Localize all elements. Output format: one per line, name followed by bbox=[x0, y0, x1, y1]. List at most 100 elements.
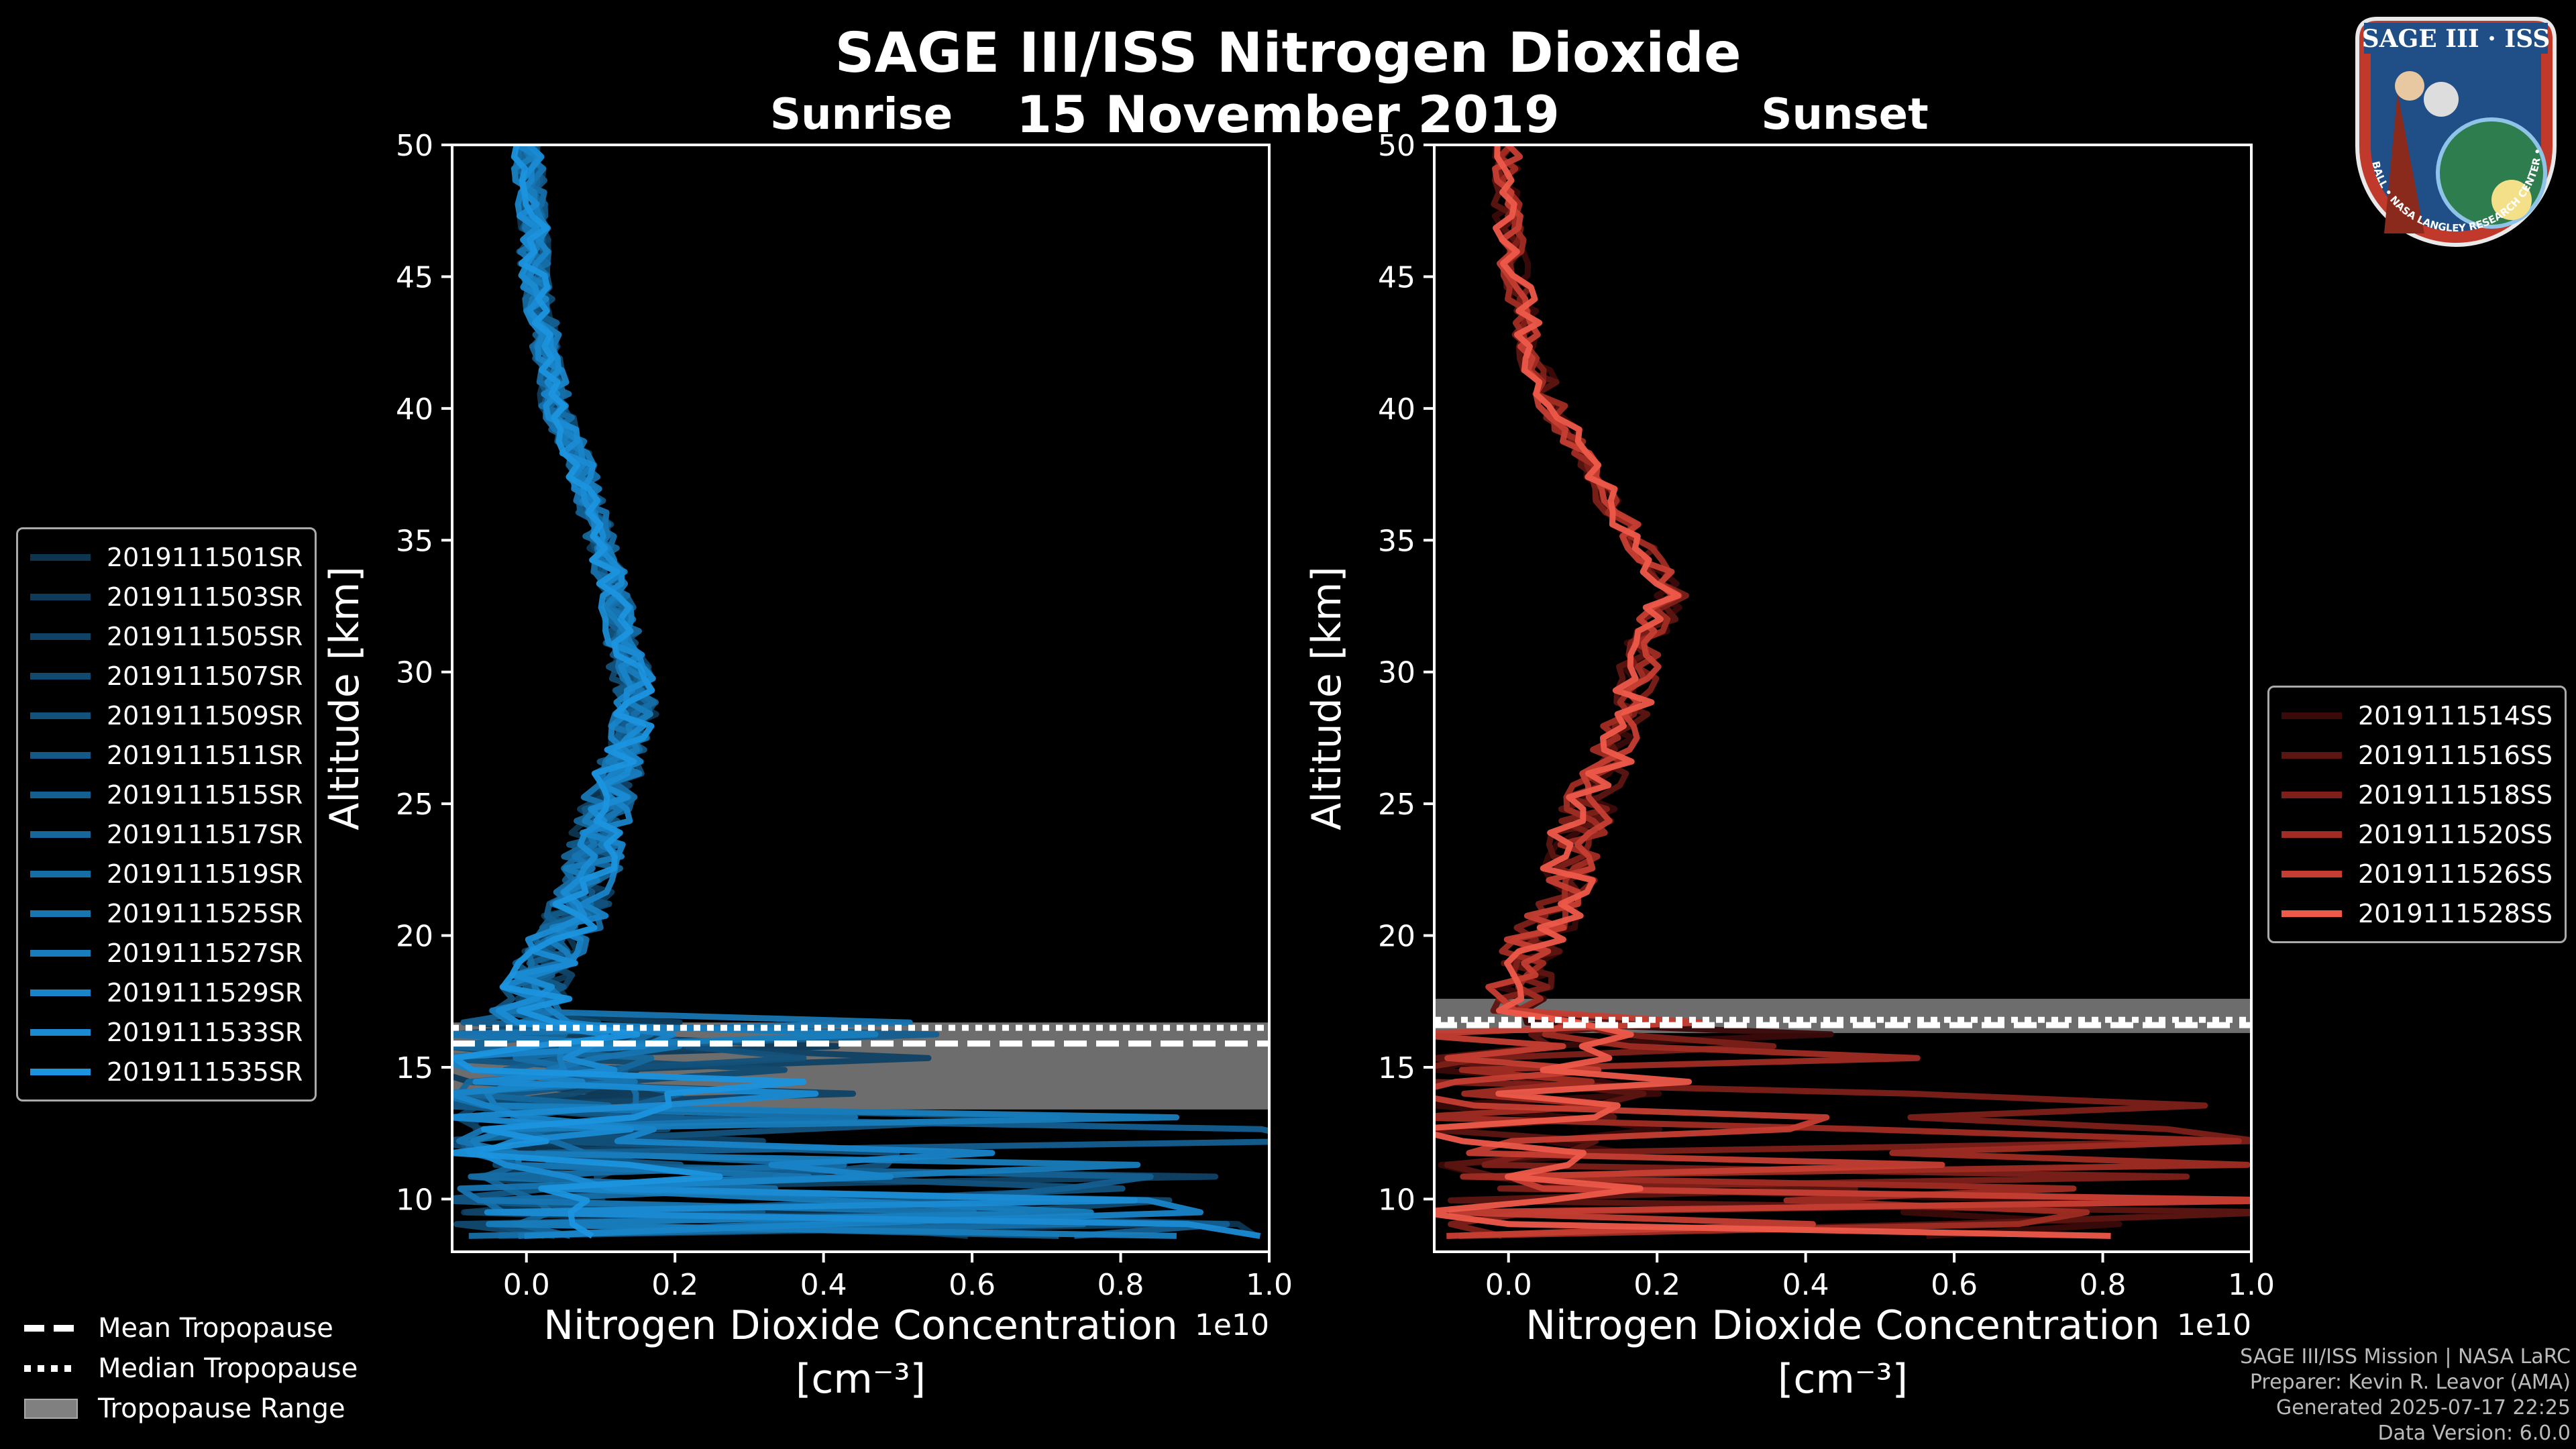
legend-label: 2019111518SS bbox=[2358, 780, 2553, 810]
footer-mission: SAGE III/ISS Mission | NASA LaRC bbox=[2240, 1345, 2571, 1368]
legend-line-icon bbox=[2282, 712, 2342, 719]
footer-data-version: Data Version: 6.0.0 bbox=[2377, 1421, 2571, 1445]
legend-line-icon bbox=[2282, 870, 2342, 877]
legend-line-icon bbox=[2282, 830, 2342, 838]
legend-label: 2019111501SR bbox=[107, 542, 303, 572]
x-tick-label: 0.6 bbox=[949, 1268, 996, 1302]
profile-line bbox=[1434, 145, 2111, 1239]
legend-label: 2019111527SR bbox=[107, 938, 303, 968]
legend-label: 2019111516SS bbox=[2358, 740, 2553, 770]
x-offset-label: 1e10 bbox=[1195, 1308, 1269, 1342]
y-tick-label: 10 bbox=[396, 1183, 433, 1217]
profile-line bbox=[452, 145, 807, 1239]
legend-label: 2019111515SR bbox=[107, 780, 303, 810]
y-axis-label: Altitude [km] bbox=[321, 566, 368, 830]
y-tick-label: 20 bbox=[396, 920, 433, 954]
legend-label: 2019111517SR bbox=[107, 819, 303, 849]
x-axis-label: Nitrogen Dioxide Concentration bbox=[543, 1302, 1178, 1349]
plot-frame bbox=[1433, 144, 2253, 1253]
legend-line-icon bbox=[30, 989, 91, 996]
y-tick-label: 20 bbox=[1378, 920, 1415, 954]
y-tick-label: 25 bbox=[1378, 788, 1415, 822]
y-tick-label: 50 bbox=[1378, 129, 1415, 163]
legend-label: 2019111525SR bbox=[107, 898, 303, 928]
legend-line-icon bbox=[30, 910, 91, 917]
legend-item-2019111515SR: 2019111515SR bbox=[30, 775, 303, 814]
legend-line-icon bbox=[30, 593, 91, 600]
x-tick-label: 0.6 bbox=[1931, 1268, 1978, 1302]
gray-box-icon bbox=[24, 1399, 78, 1419]
legend-item-2019111529SR: 2019111529SR bbox=[30, 973, 303, 1012]
legend-item-2019111514SS: 2019111514SS bbox=[2282, 696, 2553, 735]
legend-label: 2019111520SS bbox=[2358, 819, 2553, 849]
sunrise-panel-title: Sunrise bbox=[769, 90, 953, 140]
figure-date: 15 November 2019 bbox=[1016, 85, 1560, 144]
legend-line-icon bbox=[30, 830, 91, 838]
legend-item-2019111511SR: 2019111511SR bbox=[30, 735, 303, 775]
x-offset-label: 1e10 bbox=[2177, 1308, 2251, 1342]
legend-item-2019111520SS: 2019111520SS bbox=[2282, 814, 2553, 854]
legend-line-icon bbox=[30, 1028, 91, 1036]
dotted-line-icon bbox=[24, 1365, 78, 1372]
legend-line-icon bbox=[30, 553, 91, 561]
x-axis-unit: [cm⁻³] bbox=[796, 1356, 926, 1403]
sunset-plot: 0.0 0.2 0.4 0.6 0.8 1.0 10 15 20 25 30 35 40 45 50 1e10… bbox=[1303, 129, 2275, 1403]
dashed-line-icon bbox=[24, 1325, 78, 1332]
y-tick-label: 45 bbox=[1378, 260, 1415, 294]
legend-label: 2019111526SS bbox=[2358, 859, 2553, 889]
legend-label: 2019111509SR bbox=[107, 700, 303, 731]
sunset-legend: 2019111514SS 2019111516SS 2019111518SS 2019… bbox=[2267, 686, 2567, 943]
legend-item-2019111533SR: 2019111533SR bbox=[30, 1012, 303, 1052]
sunrise-legend: 2019111501SR 2019111503SR 2019111505SR 2019… bbox=[16, 527, 317, 1102]
y-tick-label: 25 bbox=[396, 788, 433, 822]
y-tick-label: 30 bbox=[396, 656, 433, 690]
x-axis-label: Nitrogen Dioxide Concentration bbox=[1525, 1302, 2160, 1349]
logo-text: SAGE III · ISS bbox=[2362, 25, 2551, 53]
footer-credits: SAGE III/ISS Mission | NASA LaRC Prepare… bbox=[2240, 1344, 2571, 1446]
sage-iii-iss-logo: SAGE III · ISS BALL • NASA LANGLEY RESEA… bbox=[2344, 12, 2557, 247]
legend-tropopause-range: Tropopause Range bbox=[24, 1389, 358, 1429]
legend-label: 2019111507SR bbox=[107, 661, 303, 691]
footer-generated: Generated 2025-07-17 22:25 bbox=[2275, 1396, 2571, 1419]
legend-mean-tropopause: Mean Tropopause bbox=[24, 1308, 358, 1348]
legend-line-icon bbox=[2282, 910, 2342, 917]
y-tick-label: 15 bbox=[396, 1051, 433, 1085]
legend-label: 2019111528SS bbox=[2358, 898, 2553, 928]
plot-frame bbox=[451, 144, 1271, 1253]
x-tick-label: 0.8 bbox=[1097, 1268, 1144, 1302]
y-tick-label: 50 bbox=[396, 129, 433, 163]
legend-line-icon bbox=[30, 949, 91, 957]
legend-item-2019111507SR: 2019111507SR bbox=[30, 656, 303, 696]
figure-title: SAGE III/ISS Nitrogen Dioxide bbox=[835, 21, 1741, 85]
y-tick-label: 45 bbox=[396, 260, 433, 294]
y-tick-label: 40 bbox=[1378, 392, 1415, 427]
legend-item-2019111516SS: 2019111516SS bbox=[2282, 735, 2553, 775]
x-tick-label: 0.4 bbox=[1782, 1268, 1829, 1302]
sunrise-plot: 0.0 0.2 0.4 0.6 0.8 1.0 10 15 20 25 30 35 40 45 50 1e10… bbox=[321, 129, 1293, 1403]
y-axis-label: Altitude [km] bbox=[1303, 566, 1350, 830]
legend-label: 2019111529SR bbox=[107, 977, 303, 1008]
x-axis-unit: [cm⁻³] bbox=[1778, 1356, 1908, 1403]
legend-item-2019111525SR: 2019111525SR bbox=[30, 894, 303, 933]
legend-line-icon bbox=[30, 672, 91, 680]
legend-label: 2019111535SR bbox=[107, 1057, 303, 1087]
legend-item-2019111519SR: 2019111519SR bbox=[30, 854, 303, 894]
y-tick-label: 35 bbox=[396, 524, 433, 558]
x-tick-label: 0.4 bbox=[800, 1268, 847, 1302]
legend-item-2019111527SR: 2019111527SR bbox=[30, 933, 303, 973]
legend-line-icon bbox=[30, 633, 91, 640]
y-tick-label: 15 bbox=[1378, 1051, 1415, 1085]
legend-item-2019111517SR: 2019111517SR bbox=[30, 814, 303, 854]
x-tick-label: 0.0 bbox=[503, 1268, 550, 1302]
x-tick-label: 0.8 bbox=[2080, 1268, 2127, 1302]
legend-label: 2019111505SR bbox=[107, 621, 303, 651]
tropopause-legend: Mean Tropopause Median Tropopause Tropop… bbox=[24, 1308, 358, 1429]
legend-item-2019111535SR: 2019111535SR bbox=[30, 1052, 303, 1091]
x-tick-label: 1.0 bbox=[1246, 1268, 1293, 1302]
legend-label: 2019111514SS bbox=[2358, 700, 2553, 731]
legend-line-icon bbox=[2282, 791, 2342, 798]
footer-preparer: Preparer: Kevin R. Leavor (AMA) bbox=[2249, 1371, 2571, 1394]
legend-item-2019111503SR: 2019111503SR bbox=[30, 577, 303, 616]
y-tick-label: 10 bbox=[1378, 1183, 1415, 1217]
